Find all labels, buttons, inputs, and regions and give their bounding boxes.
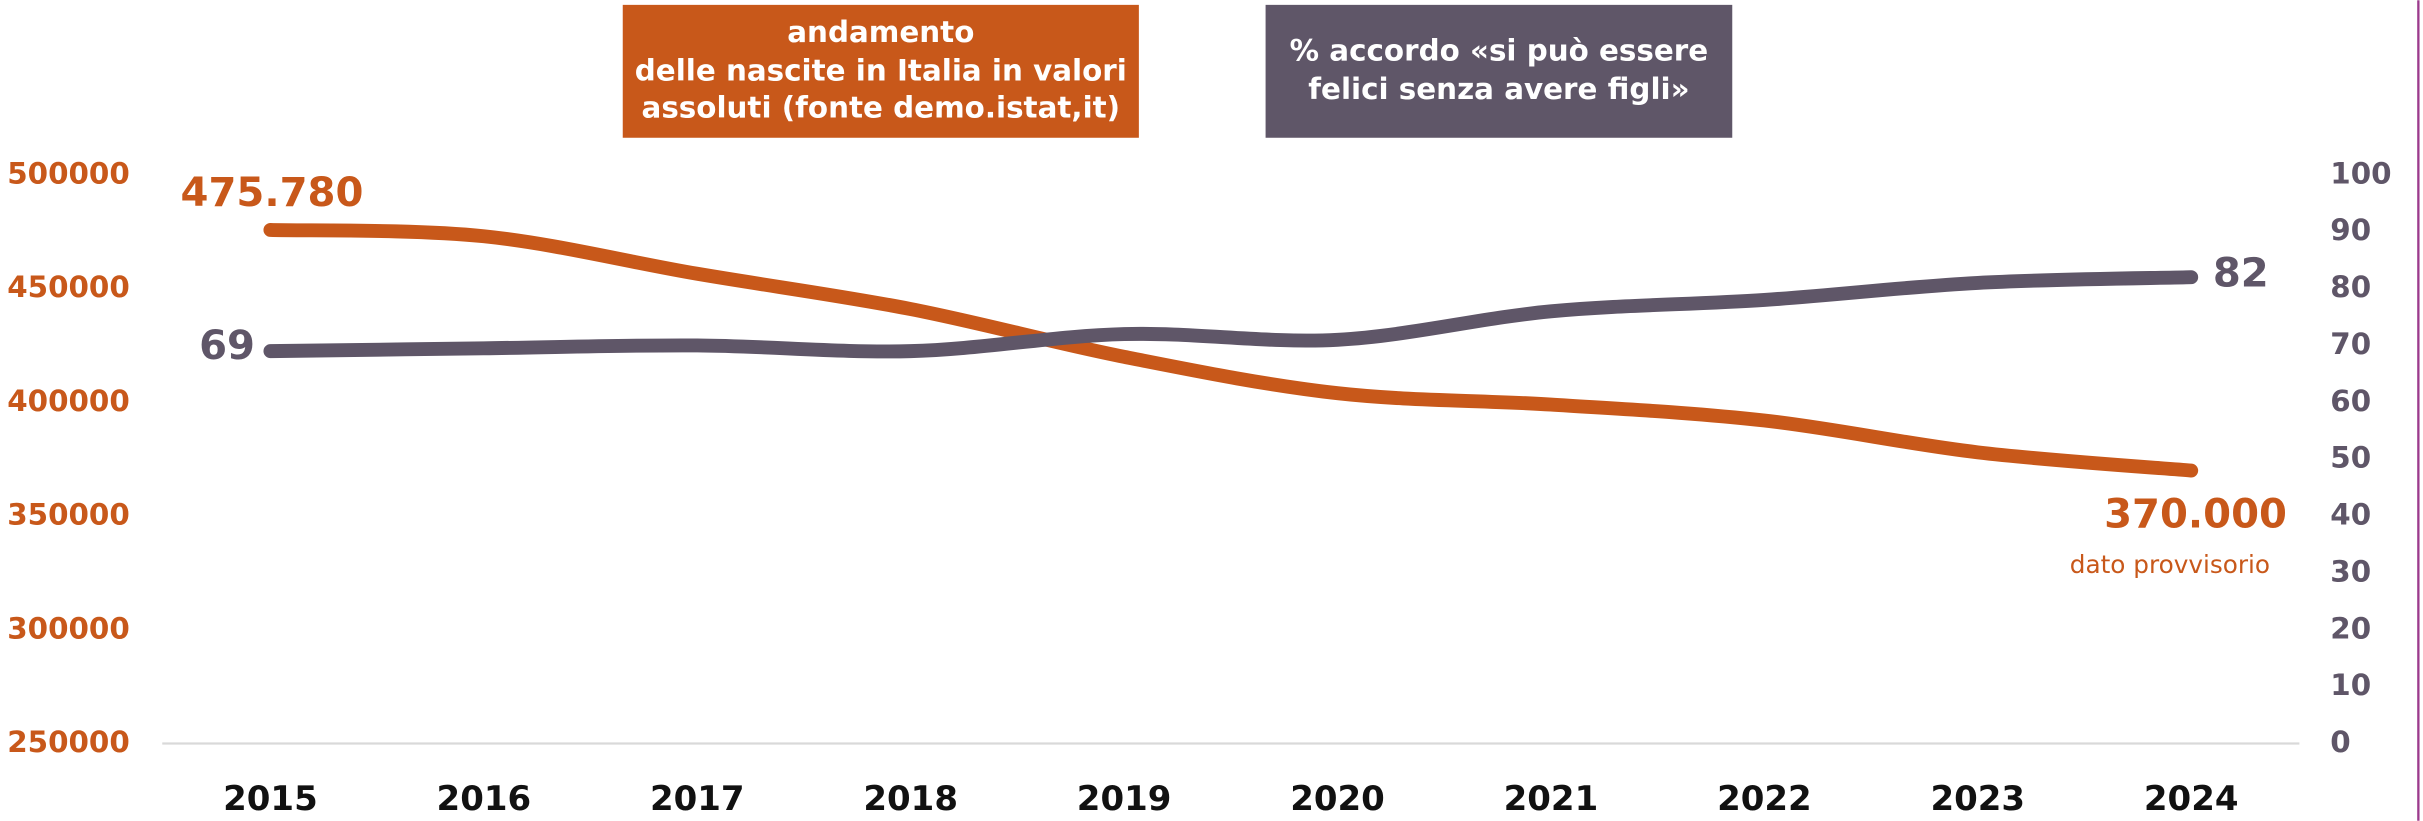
y2-tick-label: 30 xyxy=(2330,554,2371,588)
y-tick-label: 350000 xyxy=(7,498,130,532)
data-label: 69 xyxy=(199,323,255,369)
legend-label: % accordo «si può essere felici senza av… xyxy=(1289,34,1709,107)
data-label: 370.000 xyxy=(2104,491,2287,537)
data-label: 82 xyxy=(2213,250,2269,296)
y2-tick-label: 20 xyxy=(2330,611,2371,645)
y2-tick-label: 80 xyxy=(2330,270,2371,304)
series-line xyxy=(263,222,2199,478)
series-line xyxy=(263,270,2199,359)
x-tick-label: 2022 xyxy=(1717,779,1812,819)
legend-box xyxy=(622,4,1139,138)
annotation: dato provvisorio xyxy=(2070,550,2270,579)
y-tick-label: 250000 xyxy=(7,725,130,759)
x-tick-label: 2015 xyxy=(223,779,318,819)
legend-box xyxy=(1265,4,1733,138)
x-tick-label: 2021 xyxy=(1504,779,1599,819)
x-tick-label: 2023 xyxy=(1930,779,2025,819)
x-tick-label: 2017 xyxy=(650,779,745,819)
y-tick-label: 450000 xyxy=(7,270,130,304)
y-tick-label: 500000 xyxy=(7,156,130,190)
y2-tick-label: 50 xyxy=(2330,441,2371,475)
y2-tick-label: 0 xyxy=(2330,725,2350,759)
y2-tick-label: 70 xyxy=(2330,327,2371,361)
y2-tick-label: 100 xyxy=(2330,156,2391,190)
x-tick-label: 2018 xyxy=(863,779,958,819)
x-tick-label: 2020 xyxy=(1290,779,1385,819)
y2-tick-label: 90 xyxy=(2330,213,2371,247)
y2-tick-label: 40 xyxy=(2330,498,2371,532)
legend-text-holder: % accordo «si può essere felici senza av… xyxy=(1289,34,1709,107)
y-tick-label: 300000 xyxy=(7,611,130,645)
y-tick-label: 400000 xyxy=(7,384,130,418)
x-tick-label: 2019 xyxy=(1077,779,1172,819)
legend-text-holder: andamento delle nascite in Italia in val… xyxy=(634,15,1127,126)
x-tick-label: 2024 xyxy=(2144,779,2239,819)
data-label: 475.780 xyxy=(181,170,364,216)
y2-tick-label: 60 xyxy=(2330,384,2371,418)
x-tick-label: 2016 xyxy=(437,779,532,819)
legend-label: andamento delle nascite in Italia in val… xyxy=(634,15,1127,126)
y2-tick-label: 10 xyxy=(2330,668,2371,702)
